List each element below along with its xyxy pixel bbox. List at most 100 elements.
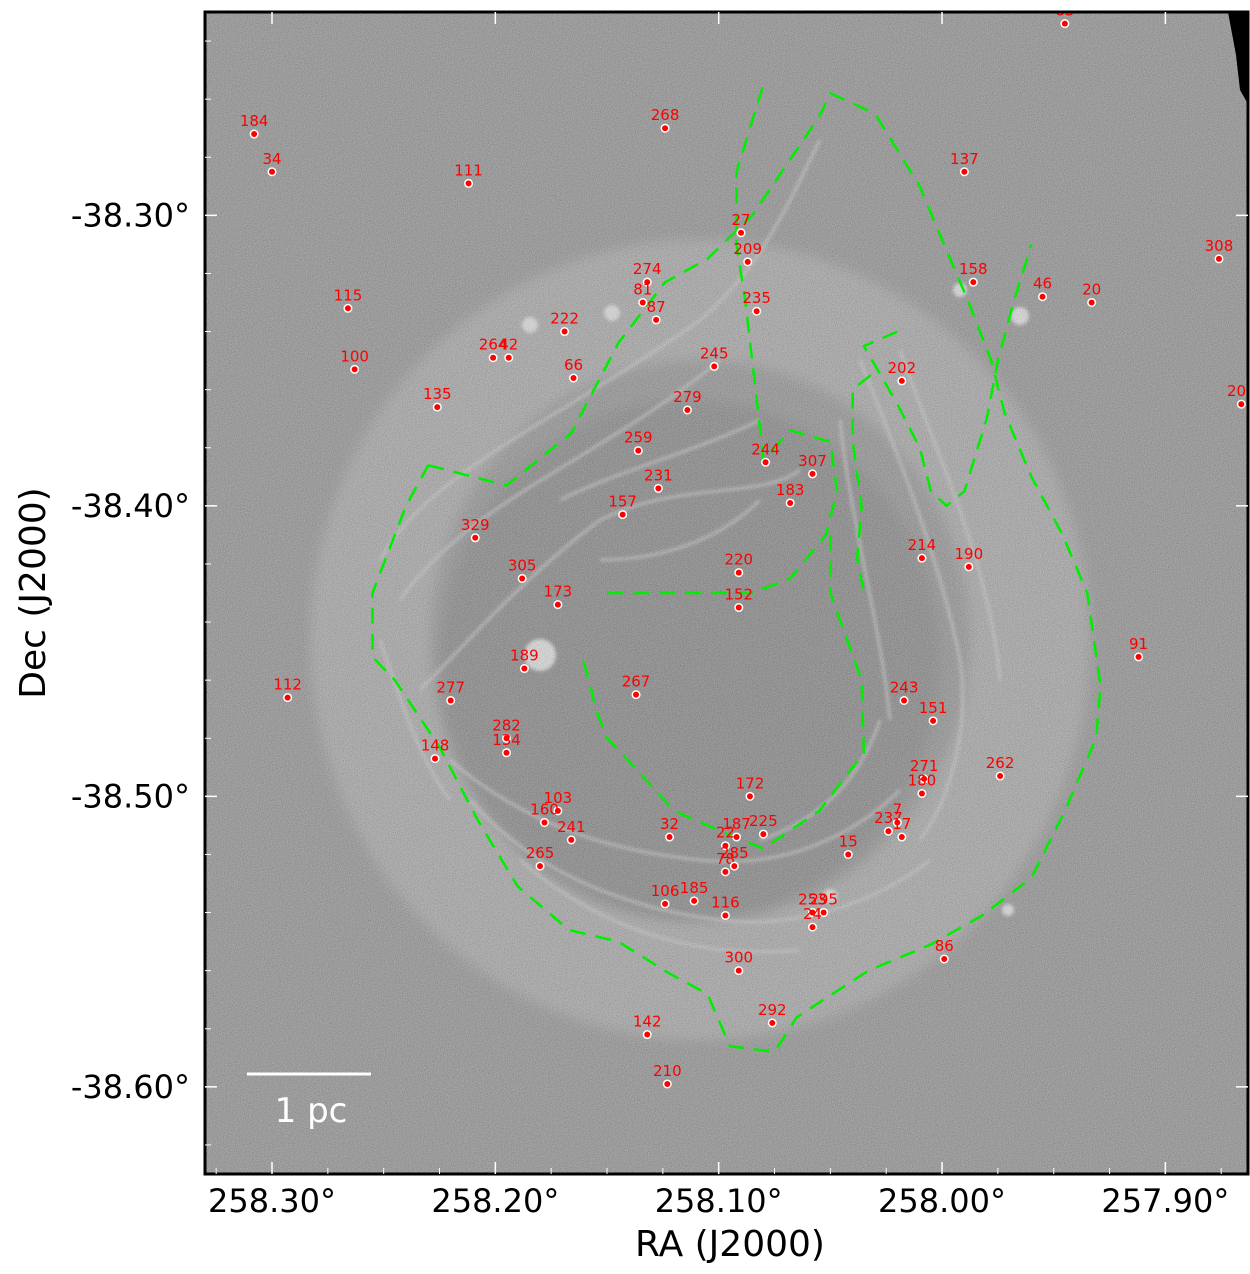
source-label: 274 [633, 260, 662, 278]
source-marker [434, 404, 441, 411]
source-marker [921, 775, 928, 782]
source-marker [735, 967, 742, 974]
source-label: 157 [608, 493, 637, 511]
source-label: 305 [508, 556, 537, 574]
source-label: 222 [550, 310, 579, 328]
source-marker [735, 604, 742, 611]
source-marker [503, 749, 510, 756]
scale-bar-label: 1 pc [275, 1091, 348, 1131]
source-label: 190 [955, 545, 984, 563]
source-marker [941, 956, 948, 963]
source-marker [570, 375, 577, 382]
source-marker [344, 305, 351, 312]
source-marker [762, 459, 769, 466]
source-label: 111 [454, 161, 483, 179]
y-axis-title: Dec (J2000) [13, 487, 54, 698]
source-label: 42 [499, 336, 518, 354]
source-label: 271 [910, 757, 939, 775]
source-marker [722, 842, 729, 849]
source-label: 185 [680, 879, 709, 897]
plot-frame [203, 10, 1250, 1176]
source-marker [845, 851, 852, 858]
source-label: 295 [809, 891, 838, 909]
source-marker [965, 563, 972, 570]
source-label: 209 [733, 240, 762, 258]
source-label: 22 [716, 824, 735, 842]
source-label: 17 [892, 815, 911, 833]
source-marker [722, 868, 729, 875]
source-label: 307 [798, 452, 827, 470]
x-tick-label: 258.00° [878, 1182, 1006, 1220]
source-marker [809, 924, 816, 931]
source-label: 329 [461, 516, 490, 534]
source-label: 112 [273, 676, 302, 694]
source-marker [351, 366, 358, 373]
source-label: 259 [624, 429, 653, 447]
source-marker [653, 316, 660, 323]
source-marker [662, 125, 669, 132]
source-marker [1135, 653, 1142, 660]
source-label: 214 [908, 536, 937, 554]
source-label: 152 [724, 586, 753, 604]
source-marker [1061, 20, 1068, 27]
source-marker [997, 773, 1004, 780]
source-marker [711, 363, 718, 370]
region-east-strip [862, 244, 1033, 508]
source-label: 245 [700, 344, 729, 362]
source-label: 262 [986, 754, 1015, 772]
source-marker [561, 328, 568, 335]
source-label: 210 [653, 1062, 682, 1080]
region-outlines [371, 84, 1102, 1054]
source-marker [554, 807, 561, 814]
source-marker [760, 831, 767, 838]
source-label: 15 [839, 832, 858, 850]
source-label: 264 [479, 336, 508, 354]
source-marker [1039, 293, 1046, 300]
source-label: 116 [711, 893, 740, 911]
source-label: 243 [890, 678, 919, 696]
source-marker [885, 828, 892, 835]
source-marker [753, 308, 760, 315]
source-label: 300 [724, 949, 753, 967]
source-label: 91 [1129, 635, 1148, 653]
region-outer-shell [371, 91, 1102, 1054]
source-label: 103 [544, 789, 573, 807]
source-marker [809, 909, 816, 916]
source-label: 87 [647, 298, 666, 316]
source-marker [809, 470, 816, 477]
y-tick-label: -38.30° [71, 196, 190, 234]
source-marker [691, 897, 698, 904]
source-marker [746, 793, 753, 800]
x-axis: 258.30° 258.20° 258.10° 258.00° 257.90° [208, 12, 1229, 1220]
region-ridge [579, 534, 866, 851]
source-marker [554, 601, 561, 608]
source-marker [472, 534, 479, 541]
source-marker [644, 1031, 651, 1038]
source-marker [269, 168, 276, 175]
source-label: 34 [262, 150, 281, 168]
source-label: 66 [564, 356, 583, 374]
source-label: 202 [888, 359, 917, 377]
x-tick-label: 257.90° [1101, 1182, 1229, 1220]
source-marker [735, 569, 742, 576]
source-label: 308 [1205, 237, 1234, 255]
x-axis-title: RA (J2000) [635, 1224, 825, 1265]
source-marker [664, 1080, 671, 1087]
source-marker [731, 863, 738, 870]
source-label: 135 [423, 385, 452, 403]
source-marker [744, 258, 751, 265]
source-label: 78 [716, 850, 735, 868]
source-label: 83 [1055, 2, 1074, 20]
source-marker [894, 819, 901, 826]
source-label: 267 [622, 673, 651, 691]
source-marker [284, 694, 291, 701]
source-label: 285 [720, 844, 749, 862]
source-label: 184 [240, 112, 269, 130]
source-marker [505, 354, 512, 361]
source-marker [619, 511, 626, 518]
source-label: 142 [633, 1013, 662, 1031]
source-label: 241 [557, 818, 586, 836]
source-marker [820, 909, 827, 916]
